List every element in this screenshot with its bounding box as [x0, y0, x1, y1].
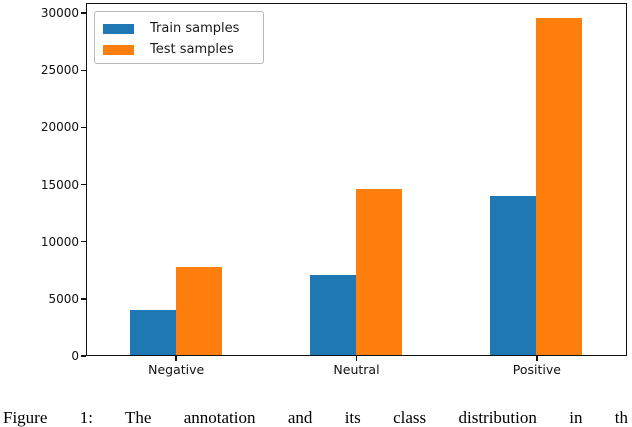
bar-test-negative: [175, 267, 222, 355]
y-tick-label: 5000: [48, 291, 79, 306]
y-tick-mark: [81, 240, 86, 243]
x-tick-mark: [536, 356, 538, 361]
legend-item-train: Train samples: [103, 18, 263, 39]
y-tick-label: 20000: [40, 120, 79, 135]
x-tick-label-positive: Positive: [512, 362, 561, 377]
legend: Train samples Test samples: [94, 11, 264, 64]
y-tick-label: 30000: [40, 6, 79, 21]
legend-label-test: Test samples: [150, 42, 234, 57]
y-tick-mark: [81, 298, 86, 300]
y-tick-label: 15000: [40, 177, 79, 192]
legend-swatch-train: [103, 23, 134, 34]
y-tick-label: 10000: [40, 234, 79, 249]
y-tick-mark: [81, 12, 86, 14]
bar-train-neutral: [310, 275, 356, 355]
legend-item-test: Test samples: [103, 39, 263, 60]
x-tick-mark: [355, 356, 358, 361]
y-tick-mark: [81, 355, 86, 357]
legend-swatch-test: [103, 44, 134, 55]
y-tick-mark: [81, 183, 86, 186]
bar-test-neutral: [356, 189, 402, 355]
plot-area: Train samples Test samples: [86, 3, 627, 356]
y-tick-label: 0: [71, 349, 79, 363]
x-tick-label-neutral: Neutral: [333, 362, 380, 377]
x-tick-mark: [175, 356, 177, 361]
bar-test-positive: [536, 17, 583, 355]
y-tick-mark: [81, 69, 86, 71]
legend-label-train: Train samples: [150, 21, 240, 36]
bar-train-positive: [490, 196, 537, 355]
y-tick-label: 25000: [40, 63, 79, 78]
bar-train-negative: [129, 310, 176, 355]
figure-caption: Figure 1: The annotation and its class d…: [3, 408, 628, 427]
y-tick-mark: [81, 126, 86, 129]
x-tick-label-negative: Negative: [148, 362, 205, 377]
